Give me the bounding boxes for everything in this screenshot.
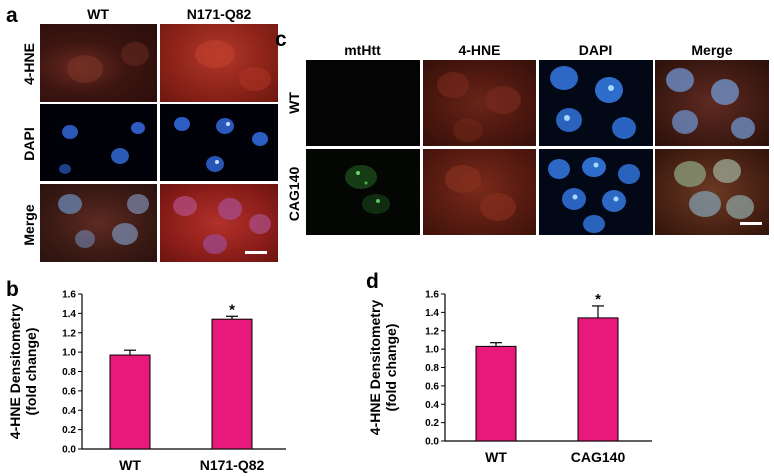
x-category-label: N171-Q82: [200, 457, 265, 473]
panel-a-letter: a: [6, 4, 18, 27]
y-tick-label: 0.8: [62, 367, 76, 378]
panel-c-image-cag140-mthtt: [306, 149, 420, 235]
panel-a-image-wt-merge: [40, 184, 157, 262]
panel-b-chart: 4-HNE Densitometry (fold change) 0.0 0.2 0.4…: [7, 290, 286, 473]
y-axis-label-line: 4-HNE Densitometry: [7, 304, 23, 440]
panel-a-image-n171-merge: [160, 184, 278, 262]
panel-c-col-dapi: DAPI: [578, 42, 613, 58]
panel-d-letter: d: [366, 270, 379, 293]
y-tick-label: 0.2: [62, 425, 76, 436]
y-tick-label: 0.6: [62, 386, 76, 397]
y-tick-label: 1.0: [425, 345, 439, 356]
x-category-label: WT: [485, 449, 507, 465]
panel-c-image-cag140-4hne: [423, 149, 536, 235]
y-tick-label: 1.2: [62, 328, 76, 339]
panel-c-col-mthtt: mtHtt: [344, 42, 381, 58]
significance-marker: *: [595, 291, 601, 308]
panel-a-row-merge: Merge: [21, 204, 37, 246]
y-tick-label: 0.8: [425, 363, 439, 374]
y-tick-label: 0.6: [425, 381, 439, 392]
y-tick-label: 1.6: [62, 290, 76, 301]
panel-c-image-cag140-dapi: [539, 149, 653, 235]
panel-a-image-wt-4hne: [40, 24, 157, 102]
y-tick-label: 1.6: [425, 290, 439, 301]
panel-d-chart: 4-HNE Densitometry (fold change) 0.0 0.2 0.4…: [367, 290, 652, 465]
panel-c-image-cag140-merge: [655, 149, 769, 235]
panel-c-image-wt-dapi: [539, 60, 653, 146]
panel-c-col-merge: Merge: [691, 42, 733, 58]
panel-c-image-wt-mthtt: [306, 60, 420, 146]
y-tick-label: 1.4: [62, 309, 76, 320]
y-axis-label-line: (fold change): [23, 328, 39, 416]
y-tick-label: 1.0: [62, 348, 76, 359]
panel-a-image-n171-4hne: [160, 24, 278, 102]
y-axis-label-line: (fold change): [383, 324, 399, 412]
y-tick-label: 1.4: [425, 308, 439, 319]
panel-a-col-wt: WT: [87, 6, 109, 22]
y-tick-label: 0.0: [62, 445, 76, 456]
y-tick-label: 0.4: [425, 400, 439, 411]
panel-c-letter: c: [275, 28, 287, 51]
bar: [109, 354, 151, 450]
panel-c-image-wt-4hne: [423, 60, 536, 146]
y-tick-label: 1.2: [425, 326, 439, 337]
panel-a-col-n171: N171-Q82: [186, 6, 252, 22]
bar: [577, 317, 619, 442]
x-category-label: WT: [119, 457, 141, 473]
panel-a-row-dapi: DAPI: [21, 127, 37, 161]
panel-c-col-4hne: 4-HNE: [458, 42, 501, 58]
bar: [211, 318, 253, 450]
panel-c-image-wt-merge: [655, 60, 769, 146]
panel-a-image-wt-dapi: [40, 104, 157, 181]
panel-c-row-cag140: CAG140: [286, 166, 302, 222]
x-category-label: CAG140: [571, 449, 626, 465]
panel-a-row-4hne: 4-HNE: [21, 43, 37, 86]
panel-b-letter: b: [6, 278, 19, 301]
y-axis-label-line: 4-HNE Densitometry: [367, 300, 383, 436]
panel-a-image-n171-dapi: [160, 104, 278, 181]
y-tick-label: 0.2: [425, 418, 439, 429]
panel-c-row-wt: WT: [286, 92, 302, 114]
significance-marker: *: [229, 301, 235, 318]
bar: [475, 345, 517, 442]
y-tick-label: 0.4: [62, 406, 76, 417]
y-tick-label: 0.0: [425, 437, 439, 448]
